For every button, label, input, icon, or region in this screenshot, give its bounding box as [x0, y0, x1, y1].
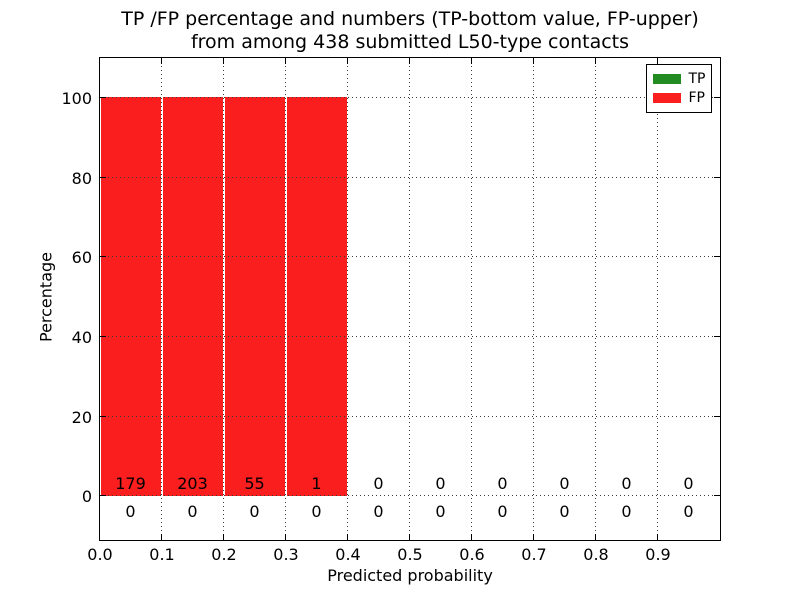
grid-line-vertical: [657, 57, 658, 540]
fp-count-label: 179: [115, 473, 146, 493]
tp-count-label: 0: [311, 501, 322, 521]
fp-count-label: 0: [435, 473, 446, 493]
chart-title: TP /FP percentage and numbers (TP-bottom…: [100, 8, 720, 54]
x-tick-label: 0.4: [335, 545, 361, 564]
y-tick-label: 100: [61, 88, 92, 108]
fp-bar: [223, 97, 286, 496]
x-tick-label: 0.2: [211, 545, 237, 564]
x-tick-mark: [471, 533, 472, 540]
tp-count-label: 0: [497, 501, 508, 521]
x-tick-label: 0.9: [645, 545, 671, 564]
tp-count-label: 0: [249, 501, 260, 521]
grid-line-vertical: [347, 57, 348, 540]
tp-count-label: 0: [621, 501, 632, 521]
y-tick-mark: [99, 176, 106, 178]
legend: TP FP: [645, 63, 712, 113]
chart-title-line-2: from among 438 submitted L50-type contac…: [190, 31, 630, 53]
fp-count-label: 0: [559, 473, 570, 493]
tp-legend-label: TP: [688, 71, 706, 87]
y-tick-label: 40: [71, 327, 92, 347]
grid-line-vertical: [595, 57, 596, 540]
x-tick-label: 0.7: [521, 545, 547, 564]
grid-line-vertical: [409, 57, 410, 540]
fp-count-label: 0: [497, 473, 508, 493]
tp-count-label: 0: [559, 501, 570, 521]
x-tick-mark: [223, 57, 224, 64]
x-tick-label: 0.1: [149, 545, 175, 564]
tp-count-label: 0: [435, 501, 446, 521]
x-tick-mark: [99, 57, 100, 64]
tp-count-label: 0: [373, 501, 384, 521]
x-tick-label: 0.3: [273, 545, 299, 564]
x-tick-mark: [285, 533, 286, 540]
x-tick-mark: [657, 533, 658, 540]
x-tick-mark: [533, 533, 534, 540]
y-tick-mark: [713, 256, 720, 258]
x-tick-mark: [595, 57, 596, 64]
x-tick-label: 0.6: [459, 545, 485, 564]
fp-legend-swatch: [652, 93, 681, 103]
fp-bar: [161, 97, 224, 496]
y-tick-label: 60: [71, 248, 92, 268]
x-tick-label: 0.0: [87, 545, 113, 564]
y-axis-label: Percentage: [36, 251, 56, 343]
y-tick-mark: [713, 415, 720, 417]
fp-bar: [99, 97, 162, 496]
grid-line-vertical: [533, 57, 534, 540]
fp-count-label: 0: [621, 473, 632, 493]
x-axis-label: Predicted probability: [327, 566, 493, 585]
y-tick-mark: [713, 176, 720, 178]
fp-bar: [285, 97, 348, 496]
x-tick-mark: [161, 57, 162, 64]
x-tick-label: 0.5: [397, 545, 423, 564]
x-tick-label: 0.8: [583, 545, 609, 564]
x-tick-mark: [533, 57, 534, 64]
tp-count-label: 0: [187, 501, 198, 521]
y-tick-mark: [713, 96, 720, 98]
y-tick-mark: [99, 96, 106, 98]
x-tick-mark: [223, 533, 224, 540]
y-tick-mark: [713, 335, 720, 337]
chart-title-line-1: TP /FP percentage and numbers (TP-bottom…: [121, 8, 699, 30]
y-tick-mark: [99, 415, 106, 417]
x-tick-mark: [347, 57, 348, 64]
y-tick-mark: [99, 495, 106, 497]
y-tick-label: 80: [71, 168, 92, 188]
x-tick-mark: [409, 533, 410, 540]
grid-line-vertical: [285, 57, 286, 540]
x-tick-mark: [657, 57, 658, 64]
y-tick-label: 20: [71, 407, 92, 427]
plot-area: TP FP 179 203 55 1 0 0 0 0 0 0 0 0 0 0 0 0 0 0 0 0: [98, 56, 721, 541]
fp-count-label: 203: [177, 473, 208, 493]
fp-legend-label: FP: [688, 90, 706, 106]
fp-count-label: 55: [244, 473, 265, 493]
grid-line-vertical: [161, 57, 162, 540]
x-tick-mark: [471, 57, 472, 64]
y-tick-mark: [99, 335, 106, 337]
x-tick-mark: [161, 533, 162, 540]
fp-count-label: 1: [311, 473, 322, 493]
tp-count-label: 0: [125, 501, 136, 521]
x-tick-mark: [409, 57, 410, 64]
y-tick-mark: [713, 495, 720, 497]
y-tick-mark: [99, 256, 106, 258]
legend-item-tp: TP: [652, 70, 706, 89]
x-tick-mark: [285, 57, 286, 64]
fp-count-label: 0: [683, 473, 694, 493]
grid-line-vertical: [223, 57, 224, 540]
y-tick-label: 0: [81, 487, 92, 507]
fp-count-label: 0: [373, 473, 384, 493]
tp-count-label: 0: [683, 501, 694, 521]
grid-line-vertical: [471, 57, 472, 540]
x-tick-mark: [99, 533, 100, 540]
legend-item-fp: FP: [652, 89, 706, 108]
tp-legend-swatch: [652, 74, 681, 84]
x-tick-mark: [595, 533, 596, 540]
x-tick-mark: [347, 533, 348, 540]
